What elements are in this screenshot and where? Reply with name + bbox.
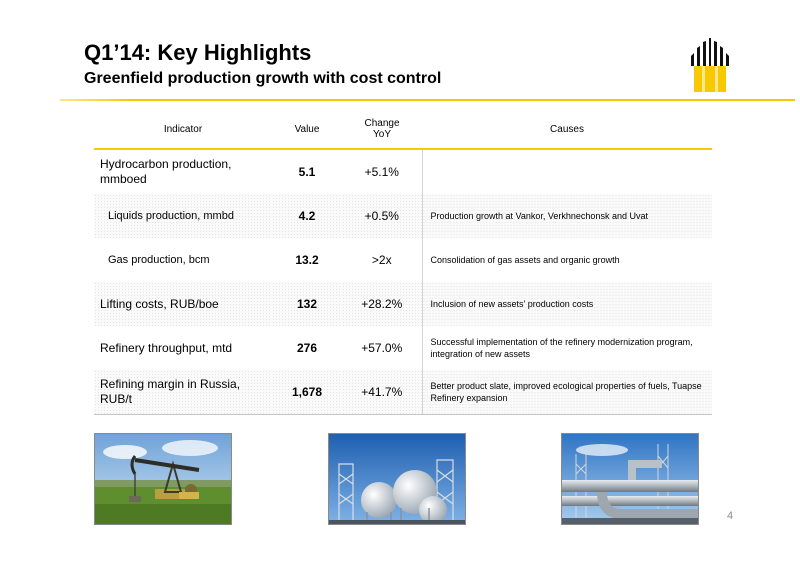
row-value: 4.2 bbox=[272, 194, 342, 238]
column-header-change-line2: YoY bbox=[373, 129, 391, 140]
table-row: Hydrocarbon production, mmboed 5.1 +5.1% bbox=[94, 149, 712, 194]
row-change: >2x bbox=[371, 253, 392, 267]
refinery-pipes-photo bbox=[561, 433, 699, 525]
page-number: 4 bbox=[727, 510, 734, 522]
row-change: +5.1% bbox=[364, 165, 399, 179]
row-cause: Inclusion of new assets’ production cost… bbox=[421, 282, 712, 326]
header-divider bbox=[60, 99, 795, 101]
highlights-table: Indicator Value Change YoY Causes Hydroc… bbox=[94, 110, 712, 415]
company-logo-icon bbox=[684, 36, 736, 94]
row-indicator: Lifting costs, RUB/boe bbox=[94, 282, 272, 326]
table-row: Refining margin in Russia, RUB/t 1,678 +… bbox=[94, 370, 712, 415]
column-header-value: Value bbox=[272, 110, 342, 150]
row-cause bbox=[421, 149, 712, 194]
row-cause: Successful implementation of the refiner… bbox=[421, 326, 712, 370]
column-header-indicator: Indicator bbox=[94, 110, 272, 150]
gas-storage-spheres-photo bbox=[328, 433, 466, 525]
table-row: Lifting costs, RUB/boe 132 +28.2% Inclus… bbox=[94, 282, 712, 326]
table-header-row: Indicator Value Change YoY Causes bbox=[94, 110, 712, 150]
row-indicator: Liquids production, mmbd bbox=[94, 194, 272, 238]
row-indicator: Refinery throughput, mtd bbox=[100, 340, 233, 355]
row-value: 276 bbox=[296, 341, 318, 355]
column-header-causes: Causes bbox=[422, 110, 712, 150]
row-change: +57.0% bbox=[361, 341, 403, 355]
row-cause: Better product slate, improved ecologica… bbox=[421, 370, 712, 415]
column-header-change: Change YoY bbox=[342, 110, 422, 150]
row-cause: Production growth at Vankor, Verkhnechon… bbox=[421, 194, 712, 238]
table-row: Gas production, bcm 13.2 >2x Consolidati… bbox=[94, 238, 712, 282]
row-value: 1,678 bbox=[272, 370, 342, 415]
row-change: +0.5% bbox=[342, 194, 422, 238]
row-indicator: Hydrocarbon production, mmboed bbox=[100, 157, 232, 186]
page-subtitle: Greenfield production growth with cost c… bbox=[84, 70, 442, 87]
row-value: 13.2 bbox=[295, 253, 319, 267]
row-change: +41.7% bbox=[342, 370, 422, 415]
page-title: Q1’14: Key Highlights bbox=[84, 40, 312, 65]
row-cause: Consolidation of gas assets and organic … bbox=[421, 238, 712, 282]
row-indicator: Refining margin in Russia, RUB/t bbox=[94, 370, 272, 415]
table-row: Liquids production, mmbd 4.2 +0.5% Produ… bbox=[94, 194, 712, 238]
oil-pumpjack-photo bbox=[94, 433, 232, 525]
row-value: 132 bbox=[272, 282, 342, 326]
row-indicator: Gas production, bcm bbox=[108, 254, 210, 266]
table-row: Refinery throughput, mtd 276 +57.0% Succ… bbox=[94, 326, 712, 370]
row-value: 5.1 bbox=[298, 165, 316, 179]
row-change: +28.2% bbox=[342, 282, 422, 326]
column-header-change-line1: Change bbox=[364, 118, 400, 129]
